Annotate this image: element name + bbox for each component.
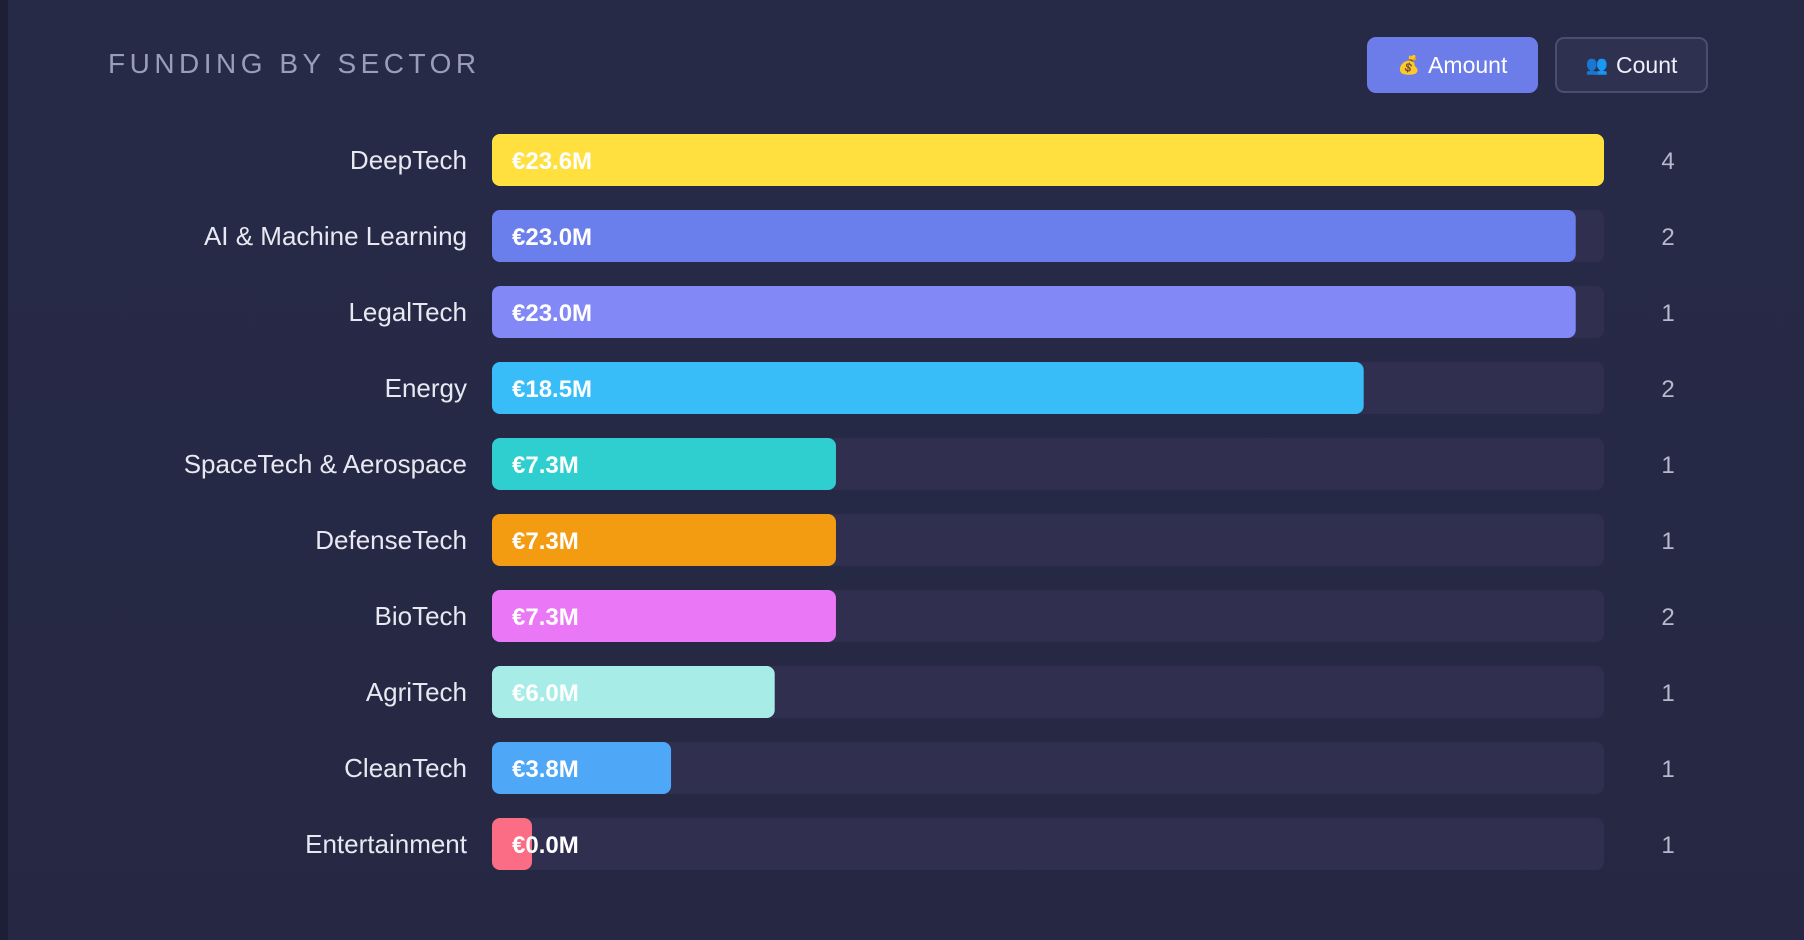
category-label: BioTech [375, 601, 468, 631]
bar-value-label: €7.3M [512, 452, 579, 479]
window-edge [0, 0, 8, 940]
bar-value-label: €7.3M [512, 604, 579, 631]
count-button-label: Count [1616, 51, 1678, 78]
bar[interactable] [492, 438, 836, 490]
bar-row: DefenseTech €7.3M 1 [315, 514, 1675, 566]
count-label: 2 [1661, 224, 1674, 251]
count-label: 1 [1661, 528, 1674, 555]
count-label: 2 [1661, 376, 1674, 403]
money-bag-icon: 💰 [1397, 54, 1421, 75]
bar[interactable] [492, 590, 836, 642]
category-label: AI & Machine Learning [204, 221, 467, 251]
bar[interactable] [492, 742, 672, 794]
bar[interactable] [492, 818, 532, 870]
bar-row: AgriTech €6.0M 1 [366, 666, 1675, 718]
bar-row: BioTech €7.3M 2 [375, 590, 1675, 642]
bar-row: LegalTech €23.0M 1 [348, 286, 1675, 338]
bar-track [492, 818, 1604, 870]
category-label: LegalTech [348, 297, 467, 327]
category-label: DefenseTech [315, 525, 467, 555]
count-label: 1 [1661, 756, 1674, 783]
category-label: Energy [385, 373, 467, 403]
count-label: 1 [1661, 832, 1674, 859]
bar[interactable] [492, 514, 836, 566]
bar-value-label: €7.3M [512, 528, 579, 555]
bar-value-label: €6.0M [512, 680, 579, 707]
people-icon: 👥 [1585, 54, 1609, 75]
chart-title: FUNDING BY SECTOR [108, 48, 481, 79]
bar-track [492, 742, 1604, 794]
category-label: Entertainment [305, 829, 468, 859]
bar[interactable] [492, 134, 1604, 186]
bar[interactable] [492, 286, 1576, 338]
bar-row: DeepTech €23.6M 4 [350, 134, 1675, 186]
count-label: 2 [1661, 604, 1674, 631]
bar-row: Entertainment €0.0M 1 [305, 818, 1675, 870]
count-label: 1 [1661, 452, 1674, 479]
category-label: SpaceTech & Aerospace [184, 449, 467, 479]
amount-toggle-button[interactable]: 💰 Amount [1367, 37, 1538, 93]
bar-value-label: €0.0M [512, 832, 579, 859]
bar-row: AI & Machine Learning €23.0M 2 [204, 210, 1675, 262]
bar-value-label: €23.0M [512, 300, 592, 327]
count-label: 1 [1661, 680, 1674, 707]
category-label: DeepTech [350, 145, 467, 175]
amount-button-label: Amount [1428, 51, 1508, 78]
bar-value-label: €23.0M [512, 224, 592, 251]
bar-value-label: €3.8M [512, 756, 579, 783]
bar-row: Energy €18.5M 2 [385, 362, 1675, 414]
count-label: 4 [1661, 148, 1674, 175]
count-toggle-button[interactable]: 👥 Count [1555, 37, 1708, 93]
bar-value-label: €23.6M [512, 148, 592, 175]
category-label: AgriTech [366, 677, 467, 707]
bar[interactable] [492, 362, 1364, 414]
bar-row: SpaceTech & Aerospace €7.3M 1 [184, 438, 1675, 490]
bar-row: CleanTech €3.8M 1 [344, 742, 1675, 794]
category-label: CleanTech [344, 753, 467, 783]
bar-value-label: €18.5M [512, 376, 592, 403]
bar[interactable] [492, 210, 1576, 262]
bar[interactable] [492, 666, 775, 718]
count-label: 1 [1661, 300, 1674, 327]
